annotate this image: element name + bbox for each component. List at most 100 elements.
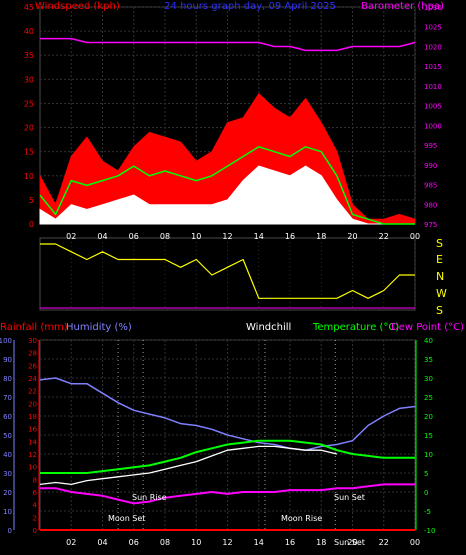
x-tick-bottom-04: 04	[97, 538, 107, 547]
x-tick-top-10: 10	[191, 232, 201, 241]
windspeed-label: Windspeed (kph)	[35, 1, 120, 12]
compass-e: E	[436, 253, 443, 266]
humidity-tick-90: 90	[3, 356, 12, 364]
moon-set-label: Moon Set	[108, 514, 145, 523]
wind-tick-40: 40	[24, 27, 34, 36]
humidity-tick-100: 100	[0, 337, 12, 345]
baro-tick-1005: 1005	[424, 103, 442, 111]
baro-tick-1030: 1030	[424, 4, 442, 12]
humidity-tick-80: 80	[3, 375, 12, 383]
x-tick-top-20: 20	[347, 232, 357, 241]
tick-labels: 0202040406060808101012121414161618182020…	[0, 3, 442, 547]
sun-set-bottom-label: Sun Set	[334, 538, 365, 547]
x-tick-bottom-08: 08	[160, 538, 170, 547]
humidity-tick-0: 0	[8, 527, 12, 535]
x-tick-top-06: 06	[129, 232, 139, 241]
rain-tick-2: 2	[33, 514, 37, 522]
sun-rise-label: Sun Rise	[132, 493, 167, 502]
wind-direction-line	[40, 243, 415, 299]
data-series	[39, 37, 416, 531]
rain-tick-26: 26	[28, 362, 37, 370]
barometer-line	[40, 37, 416, 52]
baro-tick-1025: 1025	[424, 24, 442, 32]
dewpoint-label: Dew Point (°C)	[391, 322, 464, 333]
wind-tick-25: 25	[24, 99, 34, 108]
baro-tick-995: 995	[424, 142, 437, 150]
humidity-tick-30: 30	[3, 470, 12, 478]
moon-rise-label: Moon Rise	[281, 514, 322, 523]
x-tick-top-16: 16	[285, 232, 295, 241]
wind-tick-30: 30	[24, 75, 34, 84]
temperature-label: Temperature (°C)	[312, 322, 399, 333]
wind-tick-10: 10	[24, 172, 34, 181]
temp-tick-40: 40	[424, 337, 433, 345]
x-tick-top-12: 12	[222, 232, 232, 241]
grid-lines	[13, 6, 417, 531]
dewpoint-line	[40, 483, 415, 505]
x-tick-bottom-16: 16	[285, 538, 295, 547]
x-tick-top-14: 14	[254, 232, 264, 241]
x-tick-bottom-10: 10	[191, 538, 201, 547]
rain-tick-8: 8	[33, 476, 37, 484]
temp-tick-5: 5	[424, 470, 428, 478]
rain-tick-4: 4	[33, 502, 38, 510]
rain-tick-20: 20	[28, 400, 37, 408]
rain-tick-10: 10	[28, 464, 37, 472]
rain-tick-6: 6	[33, 489, 38, 497]
x-tick-top-04: 04	[97, 232, 107, 241]
rain-tick-24: 24	[28, 375, 37, 383]
windchill-label: Windchill	[246, 322, 291, 333]
x-tick-bottom-12: 12	[222, 538, 232, 547]
x-tick-bottom-18: 18	[316, 538, 326, 547]
temp-tick-35: 35	[424, 356, 433, 364]
baro-tick-975: 975	[424, 221, 437, 229]
temp-tick-10: 10	[424, 451, 433, 459]
x-tick-bottom-14: 14	[254, 538, 264, 547]
x-tick-top-22: 22	[379, 232, 389, 241]
rain-tick-30: 30	[28, 337, 37, 345]
wind-tick-15: 15	[24, 148, 34, 157]
rain-tick-18: 18	[28, 413, 37, 421]
windchill-line	[39, 445, 338, 486]
rain-tick-16: 16	[28, 426, 37, 434]
x-tick-bottom-06: 06	[129, 538, 139, 547]
rain-tick-22: 22	[28, 388, 37, 396]
temperature-line	[40, 439, 415, 474]
wind-avg-area	[39, 165, 415, 225]
x-tick-bottom-00: 00	[410, 538, 420, 547]
wind-tick-0: 0	[29, 220, 34, 229]
humidity-tick-10: 10	[3, 508, 12, 516]
wind-tick-45: 45	[24, 3, 34, 12]
wind-tick-35: 35	[24, 51, 34, 60]
x-tick-top-08: 08	[160, 232, 170, 241]
humidity-tick-70: 70	[3, 394, 12, 402]
wind-tick-20: 20	[24, 124, 34, 133]
humidity-tick-20: 20	[3, 489, 12, 497]
temp-tick-15: 15	[424, 432, 433, 440]
compass-n: N	[436, 270, 444, 283]
x-tick-top-02: 02	[66, 232, 76, 241]
temp-tick--10: -10	[424, 527, 435, 535]
temp-tick--5: -5	[424, 508, 431, 516]
humidity-label: Humidity (%)	[66, 322, 132, 333]
compass-s-bottom: S	[436, 304, 443, 317]
humidity-tick-40: 40	[3, 451, 12, 459]
x-tick-bottom-20: 20	[347, 538, 357, 547]
wind-tick-5: 5	[29, 196, 34, 205]
rain-tick-12: 12	[28, 451, 37, 459]
x-tick-top-18: 18	[316, 232, 326, 241]
temp-tick-0: 0	[424, 489, 428, 497]
temp-tick-25: 25	[424, 394, 433, 402]
baro-tick-980: 980	[424, 201, 437, 209]
baro-tick-1010: 1010	[424, 83, 442, 91]
humidity-line	[39, 377, 416, 451]
x-tick-bottom-22: 22	[379, 538, 389, 547]
temp-tick-20: 20	[424, 413, 433, 421]
baro-tick-1015: 1015	[424, 63, 442, 71]
chart-title: 24 hours graph day, 09 April 2025	[164, 1, 336, 12]
x-tick-top-00: 00	[410, 232, 420, 241]
wind-mean-line	[39, 146, 415, 225]
barometer-label: Barometer (hpa)	[361, 1, 444, 12]
humidity-tick-60: 60	[3, 413, 12, 421]
